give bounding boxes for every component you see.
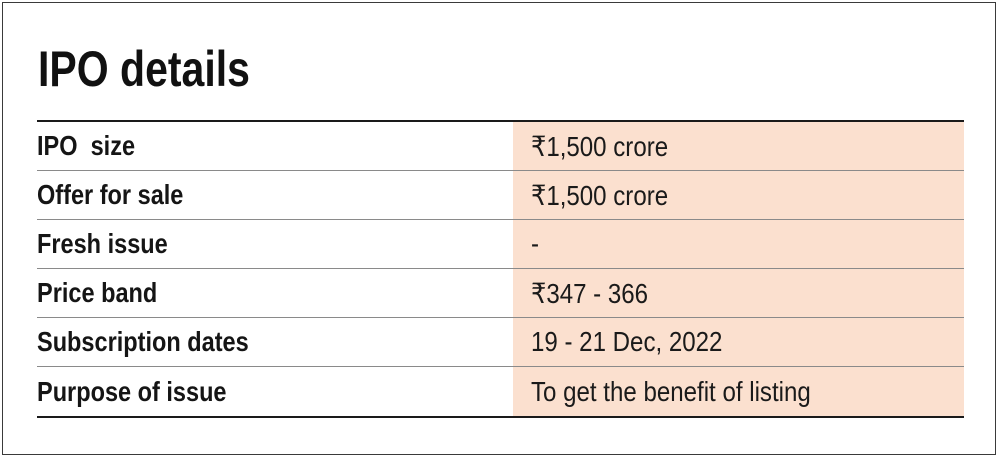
row-label-cell: IPO size bbox=[37, 122, 513, 170]
row-value: 19 - 21 Dec, 2022 bbox=[531, 326, 723, 357]
row-label: Subscription dates bbox=[37, 326, 249, 357]
table-row-ipo-size: IPO size ₹1,500 crore bbox=[37, 122, 964, 171]
row-value-cell: ₹1,500 crore bbox=[513, 171, 964, 219]
row-label-cell: Offer for sale bbox=[37, 171, 513, 219]
row-value: ₹1,500 crore bbox=[531, 130, 669, 162]
row-value: ₹1,500 crore bbox=[531, 179, 669, 211]
page-title: IPO details bbox=[38, 41, 250, 97]
table-row-fresh-issue: Fresh issue - bbox=[37, 220, 964, 269]
row-label: Purpose of issue bbox=[37, 375, 227, 407]
row-label: Offer for sale bbox=[37, 179, 184, 210]
row-label: IPO size bbox=[37, 130, 136, 161]
table-row-price-band: Price band ₹347 - 366 bbox=[37, 269, 964, 318]
row-label-cell: Fresh issue bbox=[37, 220, 513, 268]
row-value: ₹347 - 366 bbox=[531, 277, 649, 309]
row-value-cell: - bbox=[513, 220, 964, 268]
row-label-cell: Subscription dates bbox=[37, 318, 513, 366]
row-value: - bbox=[531, 228, 540, 259]
row-value: To get the benefit of listing bbox=[531, 375, 811, 407]
table-row-offer-for-sale: Offer for sale ₹1,500 crore bbox=[37, 171, 964, 220]
row-label-cell: Purpose of issue bbox=[37, 367, 513, 416]
table-row-subscription-dates: Subscription dates 19 - 21 Dec, 2022 bbox=[37, 318, 964, 367]
row-value-cell: ₹347 - 366 bbox=[513, 269, 964, 317]
row-value-cell: 19 - 21 Dec, 2022 bbox=[513, 318, 964, 366]
row-value-cell: ₹1,500 crore bbox=[513, 122, 964, 170]
row-label: Price band bbox=[37, 277, 158, 308]
ipo-details-table: IPO size ₹1,500 crore Offer for sale ₹1,… bbox=[37, 120, 964, 418]
row-label-cell: Price band bbox=[37, 269, 513, 317]
table-row-purpose-of-issue: Purpose of issue To get the benefit of l… bbox=[37, 367, 964, 416]
row-label: Fresh issue bbox=[37, 228, 168, 259]
row-value-cell: To get the benefit of listing bbox=[513, 367, 964, 416]
